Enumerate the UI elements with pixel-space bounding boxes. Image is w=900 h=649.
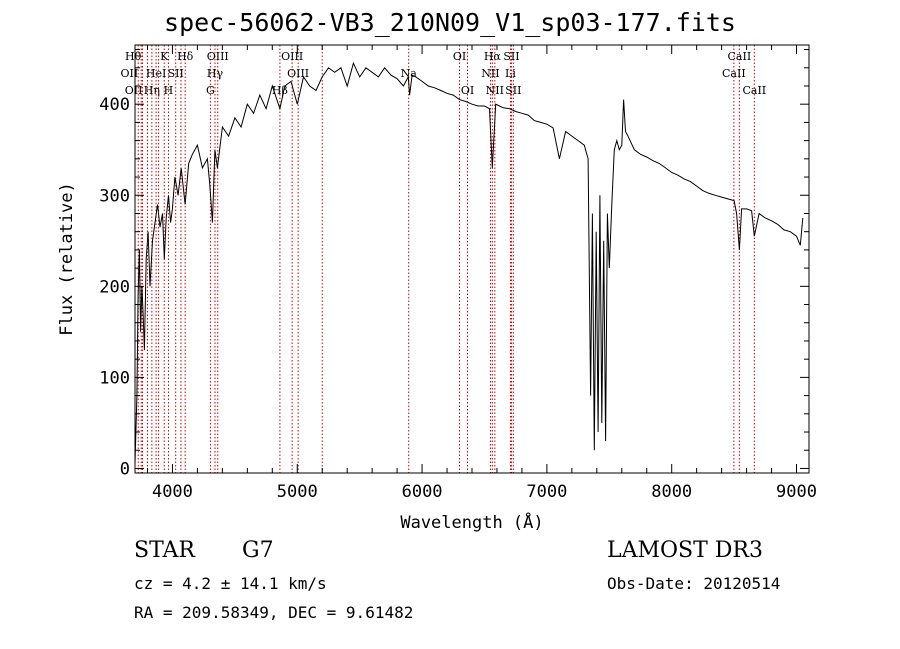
line-label: OIII [287,67,309,80]
x-tick-label: 9000 [776,482,817,502]
line-label: Hβ [272,84,288,97]
line-label: Hγ [207,67,224,80]
line-label: Na [401,67,418,80]
plot-frame [134,44,810,474]
line-label: OI [453,50,466,63]
line-label: OIII [281,50,303,63]
line-label: OI [461,84,474,97]
y-axis-label: Flux (relative) [57,182,77,336]
line-label: NII [481,67,499,80]
x-tick-label: 7000 [526,482,567,502]
line-label: CaII [722,67,746,80]
object-class: STAR [134,538,195,563]
line-label: G [206,84,215,97]
redshift-info: cz = 4.2 ± 14.1 km/s [134,574,327,593]
y-tick-label: 400 [99,95,130,115]
flux-series-line [134,61,804,464]
spectral-line-markers [137,45,755,473]
x-tick-label: 5000 [277,482,318,502]
line-label: H [164,84,174,97]
line-label: Hα [484,50,502,63]
object-subclass: G7 [242,538,274,563]
line-label: Li [505,67,516,80]
x-tick-label: 6000 [402,482,443,502]
line-label: OIII [207,50,229,63]
axis-ticks: 4000 5000 6000 7000 8000 9000 0 100 200 300 400 [99,45,817,502]
line-label: OII [121,67,139,80]
x-tick-label: 8000 [651,482,692,502]
line-label: HeI [146,67,166,80]
line-label: SII [168,67,184,80]
line-label: SII [505,84,521,97]
y-tick-label: 200 [99,277,130,297]
line-label: Hδ [177,50,194,63]
y-tick-label: 100 [99,368,130,388]
line-label: Hη [144,84,160,97]
survey-name: LAMOST DR3 [607,538,763,563]
coordinates: RA = 209.58349, DEC = 9.61482 [134,603,414,622]
line-label: OII [125,84,143,97]
observation-date: Obs-Date: 20120514 [607,574,781,593]
y-tick-label: 300 [99,186,130,206]
line-label: SII [503,50,519,63]
line-label: CaII [728,50,752,63]
x-axis-label: Wavelength (Å) [400,511,543,533]
y-tick-label: 0 [120,459,130,479]
line-label: NII [486,84,504,97]
line-label: K [160,50,169,63]
line-label: CaII [742,84,766,97]
x-tick-label: 4000 [152,482,193,502]
chart-title: spec-56062-VB3_210N09_V1_sp03-177.fits [164,8,736,37]
line-label: Hθ [125,50,142,63]
